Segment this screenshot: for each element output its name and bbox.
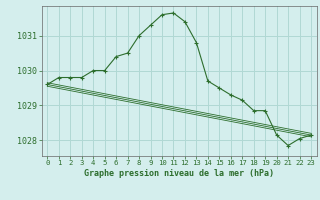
X-axis label: Graphe pression niveau de la mer (hPa): Graphe pression niveau de la mer (hPa) <box>84 169 274 178</box>
